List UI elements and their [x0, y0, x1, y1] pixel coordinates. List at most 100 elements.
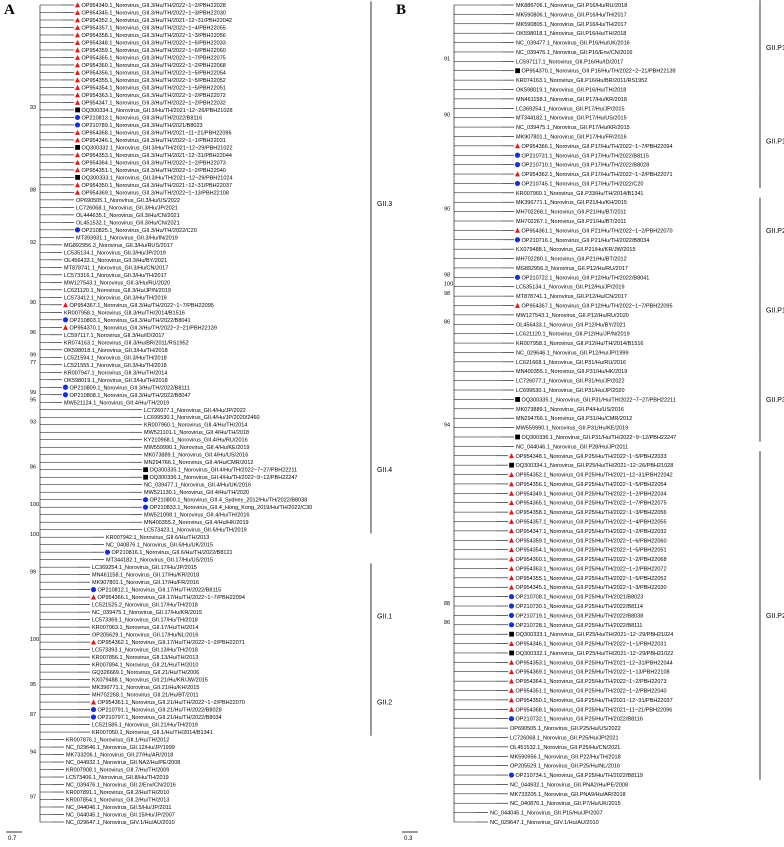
- leaf-label: OP954361.1_Norovirus_GII.21/Hu/TH/2022~1…: [98, 700, 245, 706]
- leaf-label: OP954350.1_Norovirus_GII.P25/Hu/TH/2021~…: [516, 698, 673, 704]
- leaf-label: KX079488.1_Norovirus_GII.21/Hu/KR/JW/201…: [92, 678, 208, 684]
- red-triangle-marker: [75, 24, 80, 30]
- leaf-label: MK590805.1_Norovirus_GII.P16/Hu/TH/2017: [516, 22, 627, 28]
- leaf-label: OL444635.1_Norovirus_GII.3/Hu/CN/2021: [76, 213, 180, 219]
- leaf-label: LC621120.1_Norovirus_GII.3/Hu/JP/N/2019: [64, 288, 171, 294]
- leaf-label: OQ300335.1_Norovirus_GII.4/Hu/TH/2022~7~…: [150, 468, 298, 474]
- leaf-label: OP210728.1_Norovirus_GII.P25/Hu/TH/2022/…: [516, 623, 643, 629]
- leaf-label: OQ300334.1_Norovirus_GII.P25/Hu/TH/2021~…: [516, 463, 674, 469]
- leaf-label: NC_039475.1_Norovirus_GII.P17/Hu/KR/2015: [516, 125, 630, 131]
- leaf-label: OP210732.1_Norovirus_GII.P25/Hu/TH/2022/…: [516, 717, 643, 723]
- leaf-label: MH702268.1_Norovirus_GII.P21/Hu/BT/2011: [516, 210, 626, 216]
- tree-panel-b: B MK886706.1_Norovirus_GII.P16/Hu/RU/201…: [392, 0, 784, 842]
- leaf-label: OP954362.1_Norovirus_GII.P17/Hu/TH/2022~…: [522, 172, 673, 178]
- leaf-label: OP954370.1_Norovirus_GII.3/Hu/TH/2022~2~…: [70, 325, 217, 331]
- leaf-label: KR007960.1_Norovirus_GII.4/Hu/TH/2014: [144, 423, 247, 429]
- panel-label-b: B: [396, 2, 407, 18]
- blue-circle-marker: [514, 152, 521, 158]
- leaf-label: LC521594.1_Norovirus_GII.3/Hu/TH/2018: [64, 355, 167, 361]
- leaf-label: KR007942.1_Norovirus_GII.6/Hu/TH/2013: [106, 535, 209, 541]
- red-triangle-marker: [75, 137, 80, 143]
- leaf-label: MK886706.1_Norovirus_GII.P16/Hu/RU/2018: [516, 3, 627, 9]
- scale-label: 0.7: [8, 836, 17, 842]
- red-triangle-marker: [63, 302, 68, 308]
- leaf-label: OP954361.1_Norovirus_GII.P21/Hu/TH/2022~…: [522, 228, 673, 234]
- blue-circle-marker: [62, 384, 69, 390]
- leaf-label: KR007950.1_Norovirus_GII.1/Hu/TH/2014/B1…: [92, 730, 213, 736]
- leaf-label: OP954354.1_Norovirus_GII.3/Hu/TH/2022~1~…: [82, 85, 226, 91]
- leaf-label: MW559990.1_Norovirus_GII.P31/Hu/KE/2019: [516, 426, 628, 432]
- leaf-label: KR007908.1_Norovirus_GII.7/Hu/TH/2009: [66, 768, 169, 774]
- leaf-label: OP954352.1_Norovirus_GII.P25/Hu/TH/2021~…: [516, 473, 673, 479]
- leaf-label: OP954356.1_Norovirus_GII.3/Hu/TH/2022~1~…: [82, 70, 226, 76]
- leaf-label: LC699530.1_Norovirus_GII.4/Hu/JP/2020/24…: [144, 415, 260, 421]
- support-value: 93: [30, 105, 36, 111]
- red-triangle-marker: [63, 324, 68, 330]
- leaf-label: LC369254.1_Norovirus_GII.17/Hu/JP/2015: [92, 565, 197, 571]
- leaf-label: KR007960.1_Norovirus_GII.P33/Hu/TH/2014/…: [516, 191, 644, 197]
- leaf-label: KR007894.1_Norovirus_GII.21/Hu/TH/2010: [92, 663, 198, 669]
- leaf-label: KR074163.1_Norovirus_GII.3/Hu/BR/2011/RS…: [64, 340, 189, 346]
- leaf-label: KR007963.1_Norovirus_GII.17/Hu/TH/2014: [92, 625, 198, 631]
- leaf-label: MN400355.2_Norovirus_GII.4/Hu/HK/2019: [144, 520, 249, 526]
- blue-circle-marker: [142, 504, 149, 510]
- leaf-label: OL456433.1_Norovirus_GII.3/Hu/BY/2021: [64, 258, 167, 264]
- clade-label: GII.3: [377, 201, 392, 208]
- blue-circle-marker: [90, 587, 97, 593]
- leaf-label: GQ326669.1_Norovirus_GII.21/Hu/TH/2006: [92, 670, 199, 676]
- leaf-label: KR007856.1_Norovirus_GII.13/Hu/TH/2013: [92, 655, 198, 661]
- leaf-label: LC573423.1_Norovirus_GII.6/Hu/TH/2019: [144, 528, 247, 534]
- leaf-label: OP954370.1_Norovirus_GII.P16/Hu/TH/2022~…: [522, 69, 676, 75]
- blue-circle-marker: [74, 227, 81, 233]
- leaf-label: MW521101.1_Norovirus_GII.4/Hu/TH/2018: [144, 430, 249, 436]
- support-value: 86: [444, 620, 450, 626]
- leaf-label: LC521585.1_Norovirus_GII.21/Hu/TH/2019: [92, 723, 198, 729]
- leaf-label: MK396771.1_Norovirus_GII.P21/Hu/KH/2015: [516, 200, 627, 206]
- leaf-label: OP210730.1_Norovirus_GII.P25/Hu/TH/2022/…: [516, 604, 643, 610]
- red-triangle-marker: [509, 500, 514, 506]
- leaf-label: OP210803.1_Norovirus_GII.3/Hu/TH/2022/B8…: [70, 318, 191, 324]
- phylogenetic-tree-b: MK886706.1_Norovirus_GII.P16/Hu/RU/2018 M…: [402, 0, 784, 842]
- leaf-label: OP954363.1_Norovirus_GII.3/Hu/TH/2022~1~…: [82, 93, 226, 99]
- red-triangle-marker: [509, 518, 514, 524]
- leaf-label: OL456433.1_Norovirus_GII.P12/Hu/BY/2021: [516, 322, 626, 328]
- leaf-label: OP954348.1_Norovirus_GII.P25/Hu/TH/2022~…: [516, 454, 667, 460]
- support-value: 90: [444, 113, 450, 119]
- leaf-label: LC597117.1_Norovirus_GII.P16/Hu/ID/2017: [516, 59, 623, 65]
- leaf-label: MK907801.1_Norovirus_GII.17/Hu/FR/2016: [92, 580, 199, 586]
- leaf-label: MW521098.1_Norovirus_GII.4/Hu/TH/2016: [144, 513, 249, 519]
- leaf-label: NC_039475.1_Norovirus_GII.17/Hu/KR/2015: [92, 610, 202, 616]
- leaf-label: OP954346.1_Norovirus_GII.P25/Hu/TH/2022~…: [516, 642, 667, 648]
- red-triangle-marker: [509, 547, 514, 553]
- red-triangle-marker: [509, 471, 514, 477]
- leaf-label: OP954359.1_Norovirus_GII.3/Hu/TH/2022~1~…: [82, 48, 226, 54]
- blue-circle-marker: [62, 317, 69, 323]
- red-triangle-marker: [75, 84, 80, 90]
- leaf-label: OP954356.1_Norovirus_GII.P25/Hu/TH/2022~…: [516, 482, 667, 488]
- blue-circle-marker: [90, 706, 97, 713]
- leaf-label: OP210808.1_Norovirus_GII.3/Hu/TH/2022/B8…: [70, 393, 191, 399]
- black-square-marker: [143, 474, 148, 480]
- leaf-label: KR007876.1_Norovirus_GII.1/Hu/TH/2012: [66, 738, 169, 744]
- leaf-label: OP210813.1_Norovirus_GII.3/Hu/TH/2022/B8…: [82, 115, 203, 121]
- leaf-label: OP954369.1_Norovirus_GII.P25/Hu/TH/2022~…: [516, 670, 670, 676]
- leaf-label: OP210710.1_Norovirus_GII.P17/Hu/TH/2022/…: [522, 163, 650, 169]
- leaf-label: OP954349.1_Norovirus_GII.P25/Hu/TH/2022~…: [516, 491, 667, 497]
- leaf-label: LC726068.1_Norovirus_GII.3/Hu/JP/2021: [76, 205, 178, 211]
- red-triangle-marker: [75, 167, 80, 173]
- leaf-label: NC_044932.1_Norovirus_GII.PNA2/Hu/PE/200…: [510, 782, 628, 788]
- black-square-marker: [509, 631, 514, 637]
- support-value: 90: [444, 207, 450, 213]
- leaf-label: NC_039476.1_Norovirus_GII.2/Env/CN/2016: [66, 783, 176, 789]
- leaf-label: OQ300336.1_Norovirus_GII.4/Hu/TH/2022~9~…: [150, 475, 298, 481]
- leaf-label: NC_044045.1_Norovirus_GII.P15/Hu/JP/2007: [490, 811, 603, 817]
- leaf-label: MN400355.1_Norovirus_GII.P31/Hu/HK/2019: [516, 369, 627, 375]
- leaf-label: NC_044046.1_Norovirus_GII.P28/Hu/JP/2011: [516, 444, 628, 450]
- leaf-label: OQ300336.1_Norovirus_GII.P31/Hu/TH/2022~…: [522, 435, 677, 441]
- leaf-label: OL451532.1_Norovirus_GII.P25/Hu/CN/2021: [510, 745, 620, 751]
- clade-label: GII.P16: [766, 45, 784, 52]
- red-triangle-marker: [75, 32, 80, 38]
- red-triangle-marker: [509, 669, 514, 675]
- leaf-label: OP954366.1_Norovirus_GII.P17/Hu/TH/2022~…: [522, 144, 673, 150]
- leaf-label: OP210734.1_Norovirus_GII.P25/Hu/TH/2022/…: [516, 773, 643, 779]
